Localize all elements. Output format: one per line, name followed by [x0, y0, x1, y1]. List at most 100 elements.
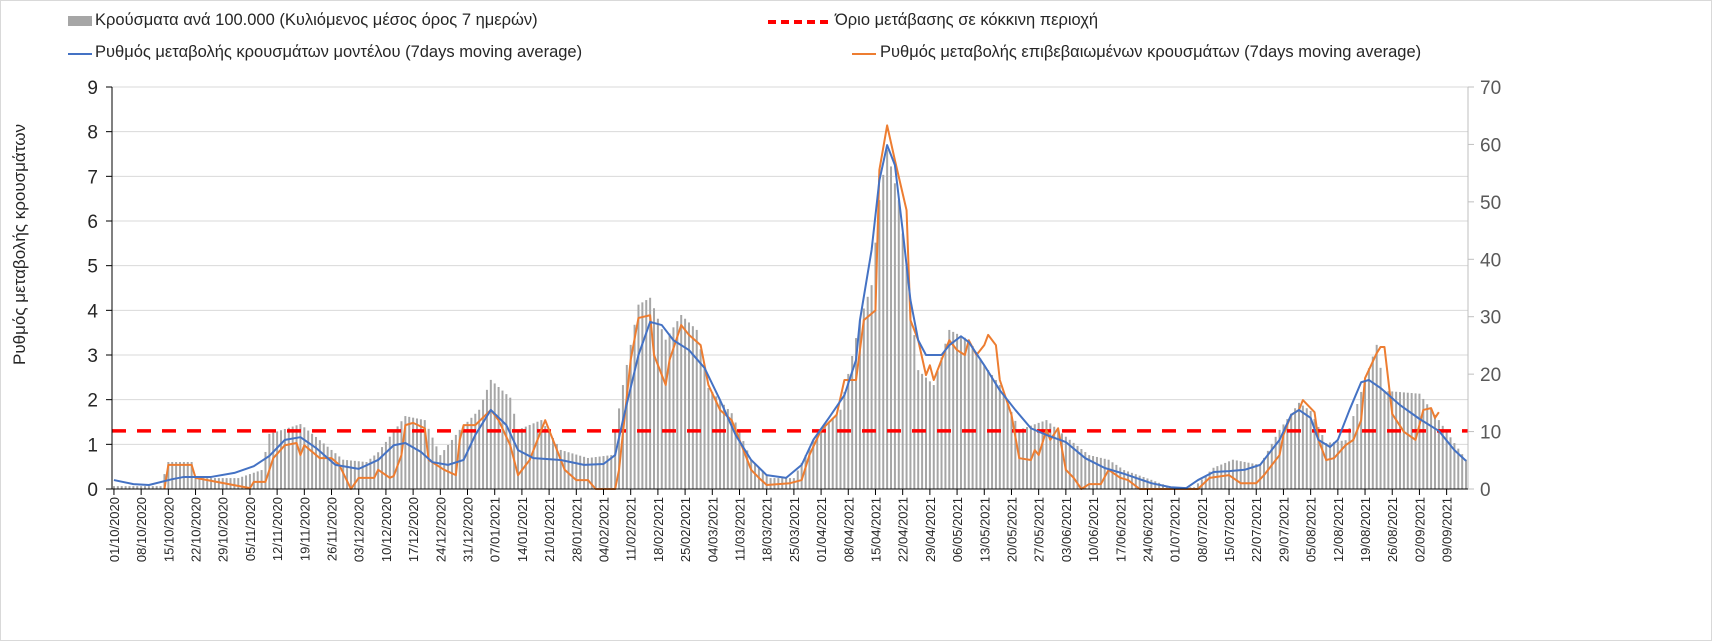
bar	[147, 486, 150, 489]
bar	[233, 478, 236, 489]
bar	[381, 447, 384, 489]
bar	[128, 486, 131, 489]
x-tick-label: 21/01/2021	[542, 497, 557, 562]
x-tick-label: 18/02/2021	[651, 497, 666, 562]
bar	[485, 389, 488, 489]
bar	[1371, 356, 1374, 489]
x-tick-label: 20/05/2021	[1004, 497, 1019, 562]
bar	[314, 436, 317, 489]
legend-confirmed-label: Ρυθμός μεταβολής επιβεβαιωμένων κρουσμάτ…	[880, 43, 1422, 61]
bar	[672, 327, 675, 489]
legend-bars-swatch	[68, 16, 92, 26]
bar	[388, 436, 391, 489]
bar	[1107, 459, 1110, 489]
bar	[392, 431, 395, 489]
bar	[886, 149, 889, 489]
bar	[808, 447, 811, 489]
bar	[1294, 408, 1297, 489]
bar	[489, 379, 492, 489]
x-tick-label: 25/02/2021	[678, 497, 693, 562]
bar	[1426, 404, 1429, 489]
bar	[326, 446, 329, 489]
bar	[1111, 462, 1114, 489]
x-tick-label: 04/03/2021	[705, 497, 720, 562]
bar	[1072, 442, 1075, 489]
bar	[668, 333, 671, 489]
bar	[384, 441, 387, 489]
bar	[513, 413, 516, 489]
bar	[283, 428, 286, 489]
bar	[1453, 443, 1456, 489]
x-tick-label: 29/10/2020	[216, 497, 231, 562]
bar	[1138, 475, 1141, 489]
bar	[1150, 479, 1153, 489]
bar	[416, 418, 419, 489]
bar	[536, 421, 539, 489]
bar	[835, 414, 838, 489]
bar	[524, 426, 527, 489]
bar	[637, 304, 640, 489]
bar	[831, 418, 834, 489]
legend-confirmed-swatch	[852, 53, 876, 55]
bar	[1329, 442, 1332, 489]
bar	[1134, 474, 1137, 489]
bar	[1243, 461, 1246, 489]
left-tick-label: 0	[87, 480, 98, 501]
bar	[684, 318, 687, 489]
bar	[901, 233, 904, 489]
bar	[971, 346, 974, 489]
bar	[750, 459, 753, 489]
bar	[1317, 426, 1320, 489]
bar	[967, 339, 970, 489]
bar	[1297, 402, 1300, 489]
bar	[1367, 368, 1370, 489]
x-tick-label: 22/07/2021	[1249, 497, 1264, 562]
left-tick-label: 7	[87, 167, 98, 188]
bar	[594, 457, 597, 489]
bar	[1235, 460, 1238, 489]
bar	[618, 408, 621, 489]
bar	[742, 441, 745, 489]
bar	[186, 462, 189, 489]
bar	[952, 331, 955, 489]
bar	[318, 440, 321, 489]
bar	[633, 324, 636, 489]
bar	[625, 364, 628, 489]
bar	[656, 318, 659, 489]
bar	[338, 456, 341, 489]
bar	[482, 399, 485, 489]
left-tick-label: 5	[87, 257, 98, 278]
bar	[136, 486, 139, 489]
bar	[1049, 423, 1052, 489]
bar	[858, 320, 861, 489]
bar	[796, 470, 799, 489]
x-tick-label: 17/12/2020	[406, 497, 421, 562]
bar	[606, 455, 609, 489]
bar	[765, 474, 768, 489]
bar	[206, 478, 209, 489]
bar	[1406, 392, 1409, 489]
bar	[1418, 393, 1421, 489]
bar	[493, 383, 496, 489]
bar	[1422, 398, 1425, 489]
bar	[913, 335, 916, 489]
bar	[1010, 411, 1013, 489]
right-tick-label: 40	[1480, 250, 1501, 271]
bar	[1014, 420, 1017, 489]
bar	[994, 380, 997, 489]
right-tick-label: 70	[1480, 78, 1501, 99]
x-tick-label: 24/12/2020	[433, 497, 448, 562]
x-tick-label: 15/07/2021	[1222, 497, 1237, 562]
bar	[1441, 425, 1444, 489]
x-tick-label: 08/07/2021	[1195, 497, 1210, 562]
legend-model-label: Ρυθμός μεταβολής κρουσμάτων μοντέλου (7d…	[95, 43, 583, 61]
x-tick-label: 19/08/2021	[1358, 497, 1373, 562]
bar	[178, 462, 181, 489]
x-tick-label: 19/11/2020	[297, 497, 312, 561]
bar	[287, 427, 290, 489]
x-tick-label: 13/05/2021	[977, 497, 992, 562]
bar	[571, 453, 574, 489]
bar	[1305, 408, 1308, 489]
bar	[610, 455, 613, 489]
bar	[890, 166, 893, 489]
